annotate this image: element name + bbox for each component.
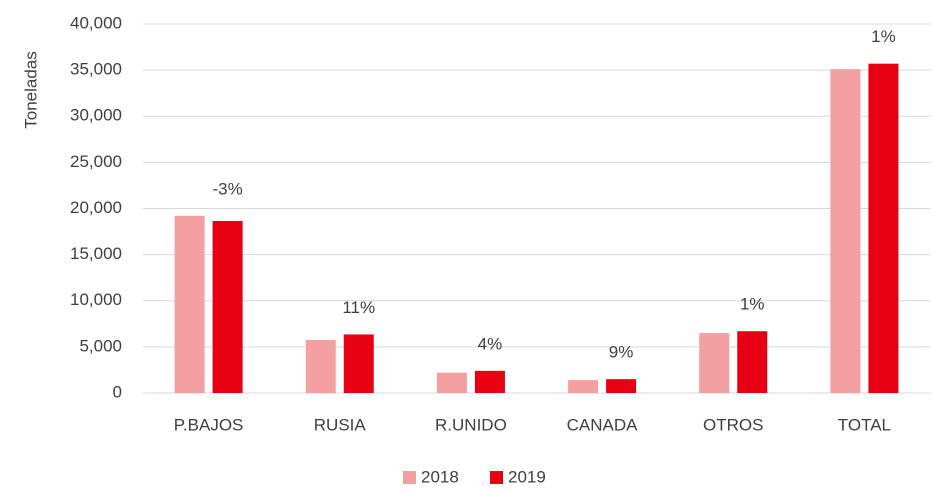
y-tick-label: 35,000 xyxy=(70,60,122,79)
bar xyxy=(474,370,505,393)
y-tick-label: 20,000 xyxy=(70,198,122,217)
legend-label: 2018 xyxy=(421,467,459,486)
bar xyxy=(212,220,243,393)
bar xyxy=(737,331,768,393)
legend-label: 2019 xyxy=(508,467,546,486)
annotation: 1% xyxy=(740,295,765,314)
legend-swatch xyxy=(403,471,416,484)
bar xyxy=(568,380,599,393)
y-tick-label: 30,000 xyxy=(70,106,122,125)
annotation: 11% xyxy=(342,298,375,317)
y-tick-label: 15,000 xyxy=(70,244,122,263)
bar xyxy=(305,339,336,393)
bar xyxy=(343,334,374,393)
bar xyxy=(868,63,899,393)
y-tick-label: 0 xyxy=(113,382,122,401)
legend-swatch xyxy=(490,471,503,484)
x-tick-label: TOTAL xyxy=(838,415,891,434)
y-tick-label: 10,000 xyxy=(70,290,122,309)
y-tick-label: 25,000 xyxy=(70,152,122,171)
annotation: 4% xyxy=(478,334,503,353)
annotation: 9% xyxy=(609,343,634,362)
bar xyxy=(830,69,861,393)
x-tick-label: P.BAJOS xyxy=(174,415,244,434)
x-tick-label: CANADA xyxy=(567,415,639,434)
annotation: -3% xyxy=(212,179,242,198)
x-tick-label: R.UNIDO xyxy=(435,415,507,434)
bar xyxy=(436,372,467,393)
x-tick-label: RUSIA xyxy=(314,415,367,434)
annotation: 1% xyxy=(871,27,896,46)
y-axis-label: Toneladas xyxy=(21,51,40,129)
bar xyxy=(606,379,637,393)
y-tick-label: 40,000 xyxy=(70,13,122,32)
bar xyxy=(699,333,730,393)
y-tick-label: 5,000 xyxy=(79,336,122,355)
bar xyxy=(174,215,205,393)
x-tick-label: OTROS xyxy=(703,415,763,434)
